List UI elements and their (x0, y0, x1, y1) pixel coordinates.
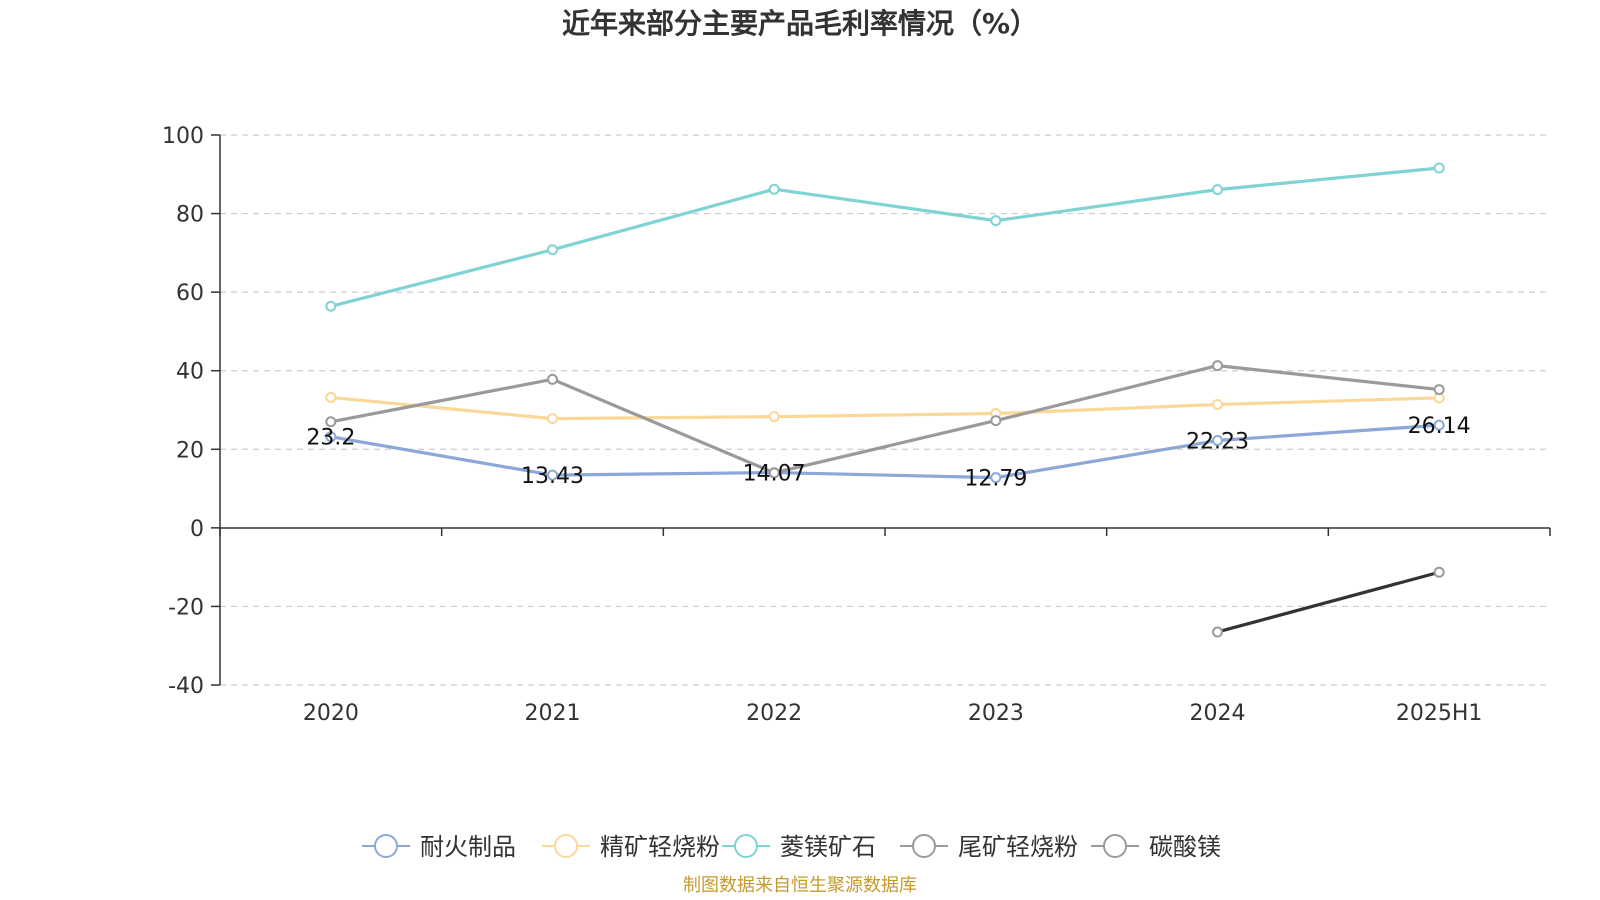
data-point (1212, 184, 1223, 196)
y-tick-label: -40 (168, 674, 204, 699)
series-2 (325, 162, 1445, 312)
series-3 (325, 360, 1445, 479)
series-line (330, 364, 1440, 475)
series-0 (325, 419, 1445, 484)
data-labels: 23.2 13.43 14.07 12.79 22.23 26.14 (306, 414, 1470, 491)
series-line (330, 423, 1440, 480)
data-point (547, 373, 558, 385)
data-point (1433, 566, 1445, 578)
legend-label: 尾矿轻烧粉 (958, 833, 1078, 861)
legend-label: 精矿轻烧粉 (600, 833, 720, 861)
series-line (330, 166, 1440, 308)
data-point (325, 416, 337, 428)
data-label: 14.07 (743, 462, 806, 487)
legend-item-2: 菱镁矿石 (722, 833, 876, 861)
y-tick-label: 100 (162, 124, 204, 149)
legend: 耐火制品 精矿轻烧粉 菱镁矿石 尾矿轻烧粉 碳酸镁 (362, 833, 1221, 861)
data-point (990, 415, 1002, 427)
data-point (547, 244, 558, 256)
data-label: 12.79 (964, 467, 1027, 492)
data-point (1212, 435, 1223, 447)
y-tick-label: 20 (176, 438, 204, 463)
data-point (990, 215, 1002, 227)
series-line (330, 395, 1440, 421)
x-tick-label: 2021 (525, 701, 581, 726)
data-point (547, 413, 558, 425)
y-tick-label: -20 (168, 595, 204, 620)
data-point (768, 183, 780, 195)
data-point (768, 467, 780, 479)
data-point (990, 472, 1002, 484)
legend-label: 耐火制品 (420, 833, 516, 861)
data-point (325, 431, 337, 443)
data-point (1433, 419, 1445, 431)
legend-label: 菱镁矿石 (780, 833, 876, 861)
data-point (325, 391, 337, 403)
series-line (1217, 570, 1440, 634)
legend-marker (734, 834, 758, 858)
y-tick-label: 60 (176, 281, 204, 306)
x-tick-label: 2020 (303, 701, 359, 726)
data-point (1433, 162, 1445, 174)
source-note: 制图数据来自恒生聚源数据库 (683, 875, 917, 896)
legend-item-3: 尾矿轻烧粉 (900, 833, 1078, 861)
data-point (1212, 360, 1223, 372)
data-label: 22.23 (1186, 430, 1249, 455)
legend-label: 碳酸镁 (1149, 833, 1221, 861)
x-tick-label: 2022 (746, 701, 802, 726)
legend-item-4: 碳酸镁 (1091, 833, 1221, 861)
data-point (1212, 399, 1223, 410)
legend-marker (912, 834, 936, 858)
data-point (1212, 626, 1223, 638)
data-label: 26.14 (1408, 414, 1471, 439)
chart-title: 近年来部分主要产品毛利率情况（%） (562, 7, 1038, 40)
y-tick-label: 40 (176, 360, 204, 385)
data-point (1433, 384, 1445, 396)
x-tick-label: 2025H1 (1396, 701, 1483, 726)
legend-marker (1103, 834, 1127, 858)
data-point (547, 469, 558, 481)
data-label: 23.2 (306, 426, 355, 451)
data-point (768, 411, 780, 423)
legend-item-1: 精矿轻烧粉 (542, 833, 720, 861)
legend-marker (554, 834, 578, 858)
y-tick-label: 80 (176, 203, 204, 228)
data-label: 13.43 (521, 464, 584, 489)
axes: 100 80 60 40 20 0 -20 -40 2020 2021 2022 2023 2024 20… (162, 124, 1551, 726)
data-point (325, 300, 337, 312)
gridlines (220, 134, 1550, 686)
legend-item-0: 耐火制品 (362, 833, 516, 861)
legend-marker (374, 834, 398, 858)
series-lines (325, 162, 1445, 638)
x-tick-label: 2024 (1190, 701, 1246, 726)
x-tick-label: 2023 (968, 701, 1024, 726)
y-tick-label: 0 (190, 517, 204, 542)
series-1 (325, 391, 1445, 425)
series-4 (1212, 566, 1445, 638)
